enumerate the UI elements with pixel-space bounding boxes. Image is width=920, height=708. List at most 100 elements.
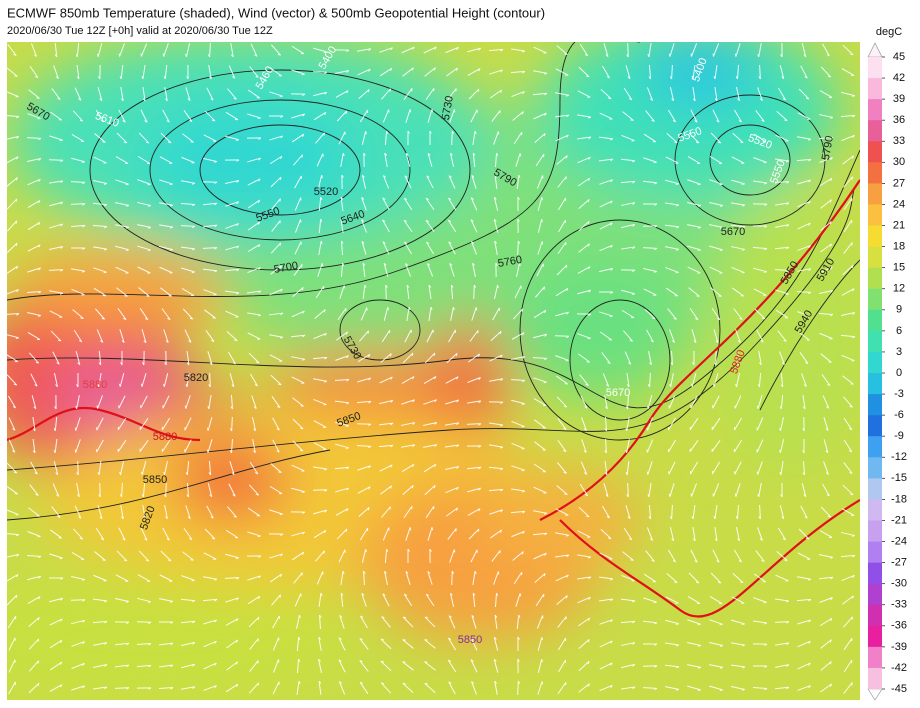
wind-arrow xyxy=(8,417,16,431)
wind-arrow xyxy=(227,88,237,100)
wind-arrow xyxy=(753,267,767,273)
wind-arrow xyxy=(51,506,61,518)
wind-arrow xyxy=(403,505,413,519)
wind-arrow xyxy=(271,220,281,232)
wind-arrow xyxy=(842,44,854,56)
wind-arrow xyxy=(206,417,213,431)
wind-arrow xyxy=(248,221,261,231)
colorbar-tick-label: 45 xyxy=(893,51,905,63)
wind-arrow xyxy=(71,619,86,625)
wind-arrow xyxy=(687,156,701,165)
colorbar-segment xyxy=(868,646,882,669)
wind-arrow xyxy=(272,681,280,695)
colorbar-tick-label: -15 xyxy=(891,472,907,484)
wind-arrow xyxy=(690,549,698,563)
contour-label: 5670 xyxy=(606,387,630,399)
wind-arrow xyxy=(427,527,434,541)
wind-arrow xyxy=(557,197,567,211)
wind-arrow xyxy=(382,197,390,211)
wind-arrow xyxy=(556,396,568,408)
wind-arrow xyxy=(621,223,636,229)
wind-arrow xyxy=(532,92,548,96)
wind-arrow xyxy=(405,109,412,123)
wind-arrow xyxy=(96,395,103,409)
wind-arrow xyxy=(318,240,323,255)
wind-arrow xyxy=(710,132,722,144)
wind-arrow xyxy=(775,224,790,228)
colorbar-segment xyxy=(868,394,882,416)
wind-arrow xyxy=(577,177,591,187)
wind-arrow xyxy=(555,532,570,537)
wind-arrow xyxy=(401,46,415,54)
wind-arrow xyxy=(752,225,768,228)
wind-arrow xyxy=(203,552,217,560)
wind-arrow xyxy=(48,269,64,272)
wind-arrow xyxy=(712,373,719,387)
wind-arrow xyxy=(356,445,372,449)
wind-arrow xyxy=(712,109,720,123)
wind-arrow xyxy=(361,549,367,563)
wind-arrow xyxy=(269,354,283,362)
wind-arrow xyxy=(823,417,829,432)
wind-arrow xyxy=(687,642,701,647)
wind-arrow xyxy=(379,376,393,384)
wind-arrow xyxy=(470,219,478,233)
wind-arrow xyxy=(800,65,808,79)
wind-arrow xyxy=(142,505,146,520)
wind-arrow xyxy=(642,665,658,668)
wind-arrow xyxy=(159,179,173,186)
wind-arrow xyxy=(159,574,173,582)
wind-arrow xyxy=(186,350,190,366)
wind-arrow xyxy=(447,219,457,233)
wind-arrow xyxy=(114,642,130,646)
wind-arrow xyxy=(493,285,499,299)
wind-arrow xyxy=(93,287,107,297)
wind-arrow xyxy=(334,466,350,470)
wind-arrow xyxy=(692,87,696,102)
wind-arrow xyxy=(557,681,567,695)
wind-arrow xyxy=(313,111,327,121)
wind-arrow xyxy=(357,48,372,52)
wind-arrow xyxy=(74,505,82,519)
wind-arrow xyxy=(119,373,125,387)
wind-arrow xyxy=(161,308,171,321)
wind-arrow xyxy=(247,113,261,120)
wind-arrow xyxy=(268,115,284,118)
wind-arrow xyxy=(425,241,435,255)
wind-arrow xyxy=(472,130,477,145)
wind-arrow xyxy=(646,417,654,431)
wind-arrow xyxy=(690,373,697,387)
wind-arrow xyxy=(423,399,437,405)
wind-arrow xyxy=(580,461,588,475)
wind-arrow xyxy=(137,179,151,186)
wind-arrow xyxy=(448,241,456,255)
wind-arrow xyxy=(536,175,544,189)
wind-arrow xyxy=(821,374,831,387)
wind-arrow xyxy=(490,330,502,342)
wind-arrow xyxy=(74,417,81,431)
wind-arrow xyxy=(291,310,305,318)
wind-arrow xyxy=(470,109,478,123)
wind-arrow xyxy=(424,67,436,77)
wind-arrow xyxy=(318,592,323,608)
wind-arrow xyxy=(840,334,856,339)
wind-arrow xyxy=(361,197,367,211)
wind-arrow xyxy=(180,620,196,624)
wind-arrow xyxy=(204,528,216,540)
wind-arrow xyxy=(340,152,345,167)
wind-arrow xyxy=(164,87,168,102)
wind-arrow xyxy=(801,373,807,387)
colorbar-segment xyxy=(868,162,882,184)
wind-arrow xyxy=(517,680,521,696)
colorbar-tick-label: -9 xyxy=(894,430,904,442)
wind-arrow xyxy=(642,247,658,251)
wind-arrow xyxy=(493,658,499,673)
wind-arrow xyxy=(467,487,482,493)
wind-arrow xyxy=(621,246,636,250)
wind-arrow xyxy=(142,87,146,102)
wind-arrow xyxy=(427,152,433,167)
wind-arrow xyxy=(731,287,745,297)
wind-arrow xyxy=(184,395,191,409)
wind-arrow xyxy=(516,263,521,277)
wind-arrow xyxy=(709,224,724,229)
